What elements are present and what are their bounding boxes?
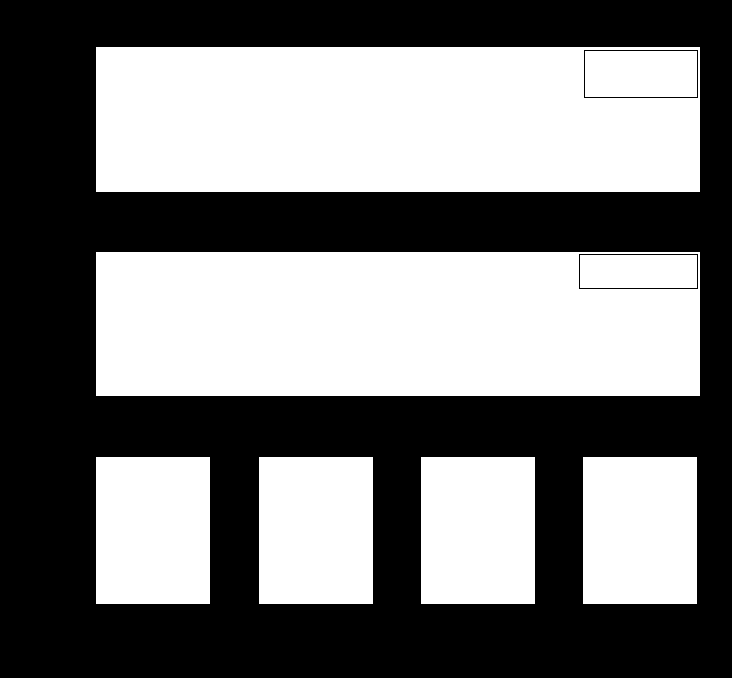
scalogram-clean-plot-area	[95, 456, 211, 605]
scalogram-noisy-plot-area	[258, 456, 374, 605]
waveforms-plot-area	[95, 46, 701, 193]
waveforms-legend	[584, 50, 698, 98]
scalogram-denoised-plot-area	[420, 456, 536, 605]
scalogram-removed-noise-plot-area	[582, 456, 698, 605]
noise-plot-area	[95, 251, 701, 397]
noise-legend	[579, 254, 698, 289]
